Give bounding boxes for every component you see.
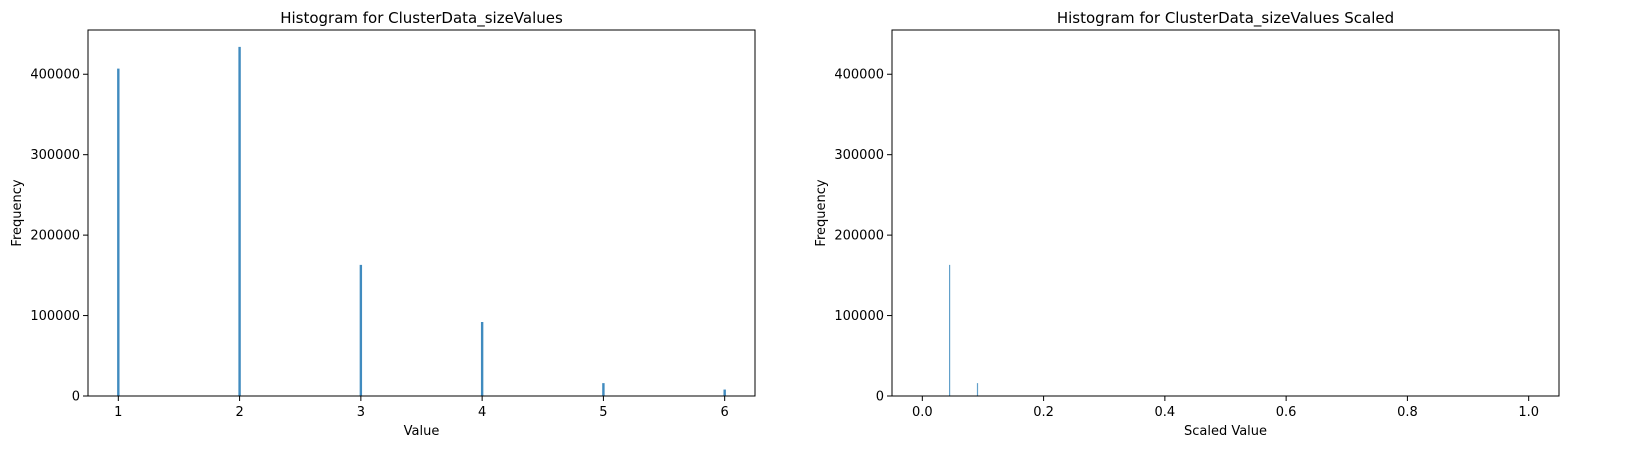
- y-tick-label: 100000: [834, 309, 884, 324]
- y-axis-label: Frequency: [814, 179, 829, 246]
- bars-group: [949, 264, 979, 396]
- x-ticks-group: 1 2 3 4 5 6: [114, 396, 729, 420]
- plot-frame: [87, 29, 756, 397]
- y-axis-label: Frequency: [10, 179, 25, 246]
- x-axis-label: Scaled Value: [1184, 424, 1267, 439]
- histogram-bar: [723, 389, 726, 396]
- x-tick-label: 4: [478, 405, 486, 420]
- y-tick-label: 300000: [30, 148, 80, 163]
- bars-group: [117, 46, 726, 397]
- chart-title: Histogram for ClusterData_sizeValues: [280, 9, 563, 28]
- x-tick-label: 0.2: [1033, 405, 1054, 420]
- x-tick-label: 0.0: [912, 405, 933, 420]
- y-tick-label: 200000: [834, 229, 884, 244]
- histogram-panel-scaled: Histogram for ClusterData_sizeValues Sca…: [814, 9, 1560, 439]
- x-tick-label: 3: [357, 405, 365, 420]
- histogram-bar: [238, 46, 241, 396]
- y-tick-label: 0: [72, 390, 80, 405]
- y-tick-label: 200000: [30, 229, 80, 244]
- histogram-bar: [602, 383, 605, 396]
- histogram-bar: [976, 383, 979, 396]
- plot-frame: [891, 29, 1560, 397]
- histogram-bar: [949, 264, 951, 396]
- histogram-bar: [359, 264, 363, 396]
- histogram-panel-raw: Histogram for ClusterData_sizeValues 1 2 3…: [10, 9, 756, 439]
- y-tick-label: 400000: [834, 68, 884, 83]
- x-tick-label: 0.8: [1397, 405, 1418, 420]
- x-tick-label: 5: [599, 405, 607, 420]
- histogram-bar: [480, 322, 484, 396]
- y-tick-label: 300000: [834, 148, 884, 163]
- y-tick-label: 0: [876, 390, 884, 405]
- y-tick-label: 400000: [30, 68, 80, 83]
- histogram-bar: [117, 68, 120, 397]
- x-tick-label: 1: [114, 405, 122, 420]
- y-ticks-group: 0 100000 200000 300000 400000: [834, 68, 892, 405]
- x-tick-label: 0.4: [1155, 405, 1176, 420]
- x-ticks-group: 0.0 0.2 0.4 0.6 0.8 1.0: [912, 396, 1539, 420]
- x-tick-label: 0.6: [1276, 405, 1297, 420]
- x-tick-label: 6: [721, 405, 729, 420]
- x-axis-label: Value: [404, 424, 440, 439]
- x-tick-label: 2: [235, 405, 243, 420]
- x-tick-label: 1.0: [1518, 405, 1539, 420]
- y-ticks-group: 0 100000 200000 300000 400000: [30, 68, 88, 405]
- chart-title: Histogram for ClusterData_sizeValues Sca…: [1057, 9, 1394, 28]
- y-tick-label: 100000: [30, 309, 80, 324]
